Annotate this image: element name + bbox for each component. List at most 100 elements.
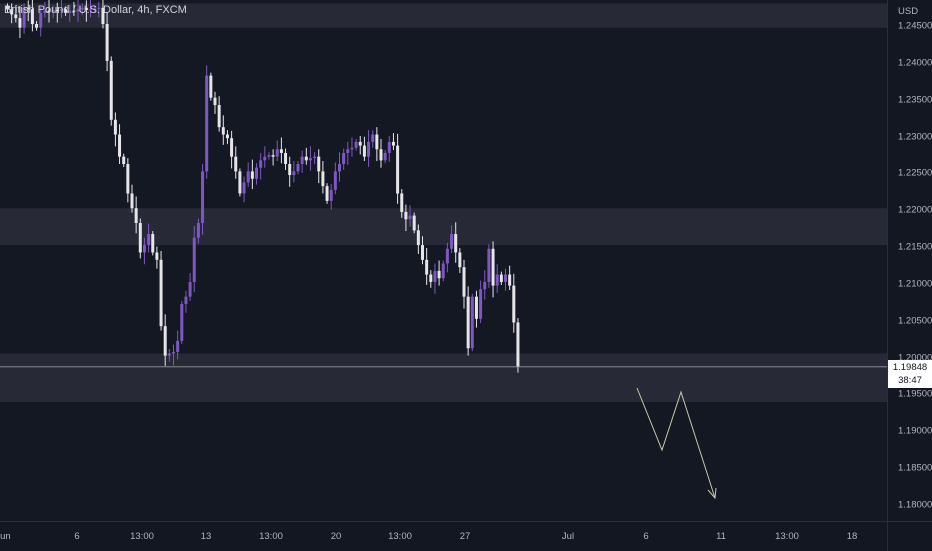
candle-body — [462, 267, 466, 297]
candle-body — [118, 134, 122, 157]
candle-body — [284, 152, 288, 165]
time-tick-label: 6 — [74, 531, 80, 542]
time-axis[interactable]: Jun 6 13:00 13 13:00 20 13:00 27 Jul 6 11 13:00 18 — [0, 521, 887, 551]
price-tick-label: 1.21000 — [898, 278, 932, 290]
candle-body — [441, 263, 445, 279]
candle-body — [321, 171, 325, 187]
price-tick-label: 1.23500 — [898, 94, 932, 106]
candle-body — [238, 171, 242, 194]
candle-body — [491, 248, 495, 286]
candle-body — [474, 296, 478, 319]
price-axis[interactable]: USD 1.24500 1.24000 1.23500 1.23000 1.22500 1… — [887, 0, 932, 521]
candle-body — [454, 234, 458, 253]
candle-body — [192, 237, 196, 282]
candle-body — [151, 234, 155, 253]
candle-body — [122, 156, 126, 165]
candle-body — [416, 230, 420, 246]
candle-body — [512, 285, 516, 323]
candle-body — [354, 141, 358, 148]
price-tick-label: 1.18500 — [898, 462, 932, 474]
candle-body — [26, 7, 30, 10]
candle-body — [470, 296, 474, 349]
candle-body — [421, 245, 424, 260]
candle-body — [379, 149, 383, 161]
candle-body — [300, 156, 304, 165]
time-tick-label: Jul — [561, 531, 575, 542]
price-tick-label: 1.19000 — [898, 425, 932, 437]
candle-body — [375, 134, 379, 150]
candle-body — [155, 252, 159, 260]
candle-body — [234, 156, 238, 172]
candle-body — [466, 296, 470, 349]
price-tick-label: 1.23000 — [898, 131, 932, 143]
candle-body — [246, 171, 250, 183]
candle-body — [458, 252, 462, 268]
candle-body — [325, 186, 329, 201]
candle-body — [59, 9, 63, 11]
candle-body — [109, 60, 113, 120]
candle-body — [159, 259, 163, 327]
candle-body — [358, 141, 362, 146]
candle-body — [167, 353, 171, 356]
bar-countdown: 38:47 — [898, 375, 922, 386]
candle-body — [329, 189, 333, 201]
candle-body — [342, 152, 346, 165]
candle-body — [495, 274, 499, 286]
candle-body — [362, 145, 366, 157]
candle-body — [350, 147, 354, 150]
candle-body — [230, 138, 234, 157]
candle-body — [516, 322, 520, 367]
price-tick-label: 1.21500 — [898, 241, 932, 253]
time-tick-label: Jun — [0, 531, 11, 542]
candle-body — [68, 10, 72, 13]
current-price: 1.19848 — [892, 362, 928, 373]
price-tick-label: 1.24000 — [898, 57, 932, 69]
candle-body — [201, 171, 205, 223]
candle-body — [93, 8, 97, 10]
candle-body — [279, 149, 283, 153]
candle-body — [412, 215, 416, 231]
candle-body — [445, 248, 449, 264]
candle-body — [429, 274, 433, 282]
candle-body — [367, 141, 371, 157]
candle-body — [479, 289, 483, 319]
candle-body — [176, 340, 180, 352]
candle-body — [317, 156, 321, 172]
candle-body — [313, 156, 317, 159]
candle-body — [263, 156, 267, 161]
candle-body — [304, 156, 308, 161]
candle-body — [105, 24, 109, 61]
projection-path — [636, 387, 716, 499]
price-tick-label: 1.24500 — [898, 20, 932, 32]
support-resistance-zone — [0, 353, 887, 403]
price-chart[interactable] — [0, 0, 887, 521]
chart-pane[interactable]: British Pound / U.S. Dollar, 4h, FXCM — [0, 0, 887, 521]
time-tick-label: 13:00 — [775, 531, 799, 542]
candle-body — [138, 222, 142, 253]
support-resistance-zone — [0, 3, 887, 28]
candle-body — [172, 351, 175, 354]
candle-body — [425, 259, 429, 275]
candle-body — [255, 167, 258, 179]
candle-body — [184, 296, 188, 305]
candle-body — [205, 75, 209, 172]
time-tick-label: 20 — [330, 531, 342, 542]
candle-body — [333, 171, 337, 190]
candle-body — [18, 18, 22, 28]
time-tick-label: 13:00 — [259, 531, 283, 542]
candle-body — [213, 97, 217, 106]
axis-corner — [887, 521, 932, 551]
candle-body — [371, 134, 375, 142]
candle-body — [134, 208, 138, 223]
candle-body — [130, 193, 134, 209]
time-tick-label: 13 — [200, 531, 212, 542]
candle-body — [483, 281, 487, 290]
candle-body — [346, 149, 350, 153]
candle-body — [47, 10, 51, 13]
candle-body — [14, 14, 18, 19]
candle-body — [271, 155, 275, 157]
candle-body — [10, 9, 14, 15]
candle-body — [147, 234, 151, 246]
candle-body — [225, 134, 229, 139]
candle-body — [64, 9, 68, 13]
